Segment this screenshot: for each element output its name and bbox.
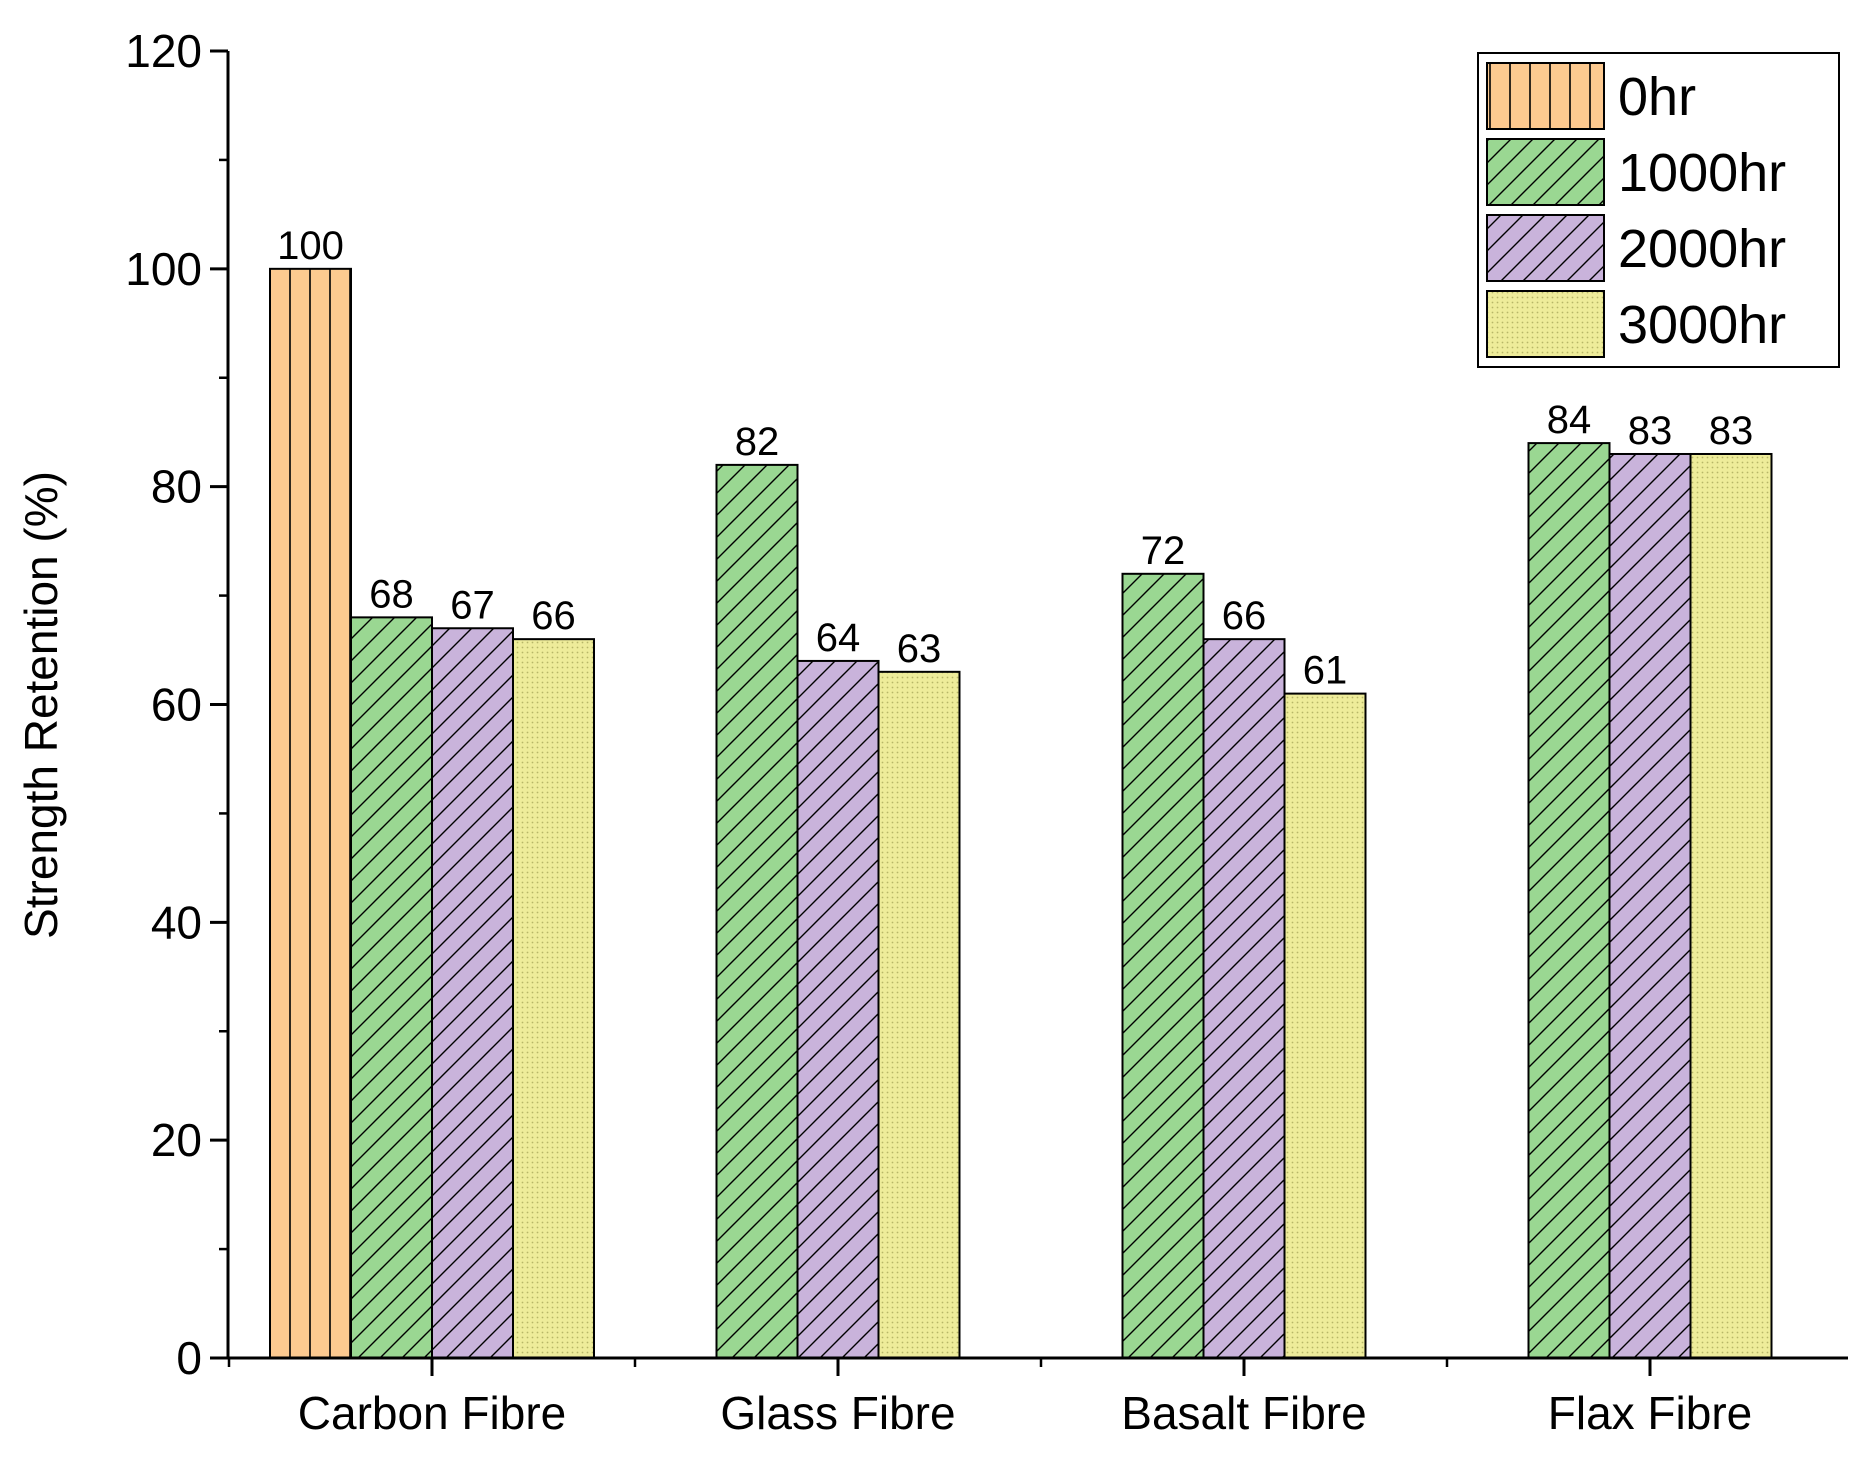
legend-item-0hr: 0hr: [1486, 62, 1696, 130]
bar-carbon-fibre-0hr: [269, 267, 352, 1359]
bar-glass-fibre-1000hr-pattern: [716, 464, 798, 1359]
data-label-basalt-fibre-3000hr: 61: [1303, 649, 1348, 693]
bar-labels-layer: 100 68 67 66 82 64 63 72 66 61 84 83 83: [277, 224, 1753, 693]
data-label-carbon-fibre-1000hr: 68: [369, 572, 414, 616]
bar-basalt-fibre-1000hr-pattern: [1122, 573, 1204, 1358]
legend-swatch-1000hr: [1486, 138, 1605, 206]
y-tick-label-80: 80: [151, 461, 202, 513]
bar-basalt-fibre-1000hr: [1121, 572, 1205, 1359]
bar-carbon-fibre-0hr-pattern: [270, 268, 351, 1358]
bar-flax-fibre-3000hr-pattern: [1690, 453, 1772, 1358]
y-tick-label-20: 20: [151, 1114, 202, 1166]
bar-carbon-fibre-2000hr: [431, 627, 514, 1359]
legend-label-2000hr: 2000hr: [1618, 219, 1786, 279]
data-label-carbon-fibre-3000hr: 66: [531, 594, 576, 638]
y-tick-label-40: 40: [151, 896, 202, 948]
bar-basalt-fibre-3000hr-pattern: [1284, 693, 1366, 1358]
data-label-carbon-fibre-0hr: 100: [277, 224, 344, 268]
bar-carbon-fibre-3000hr-pattern: [513, 639, 594, 1358]
bar-flax-fibre-3000hr: [1689, 452, 1773, 1360]
legend: 0hr 1000hr 2000hr 3000hr: [1477, 52, 1840, 368]
data-label-basalt-fibre-1000hr: 72: [1141, 529, 1186, 573]
data-label-glass-fibre-1000hr: 82: [735, 420, 780, 464]
data-label-flax-fibre-3000hr: 83: [1709, 409, 1754, 453]
legend-item-1000hr: 1000hr: [1486, 138, 1786, 206]
data-label-flax-fibre-1000hr: 84: [1547, 398, 1592, 442]
legend-swatch-2000hr: [1486, 214, 1605, 282]
bar-basalt-fibre-2000hr-pattern: [1203, 639, 1285, 1358]
data-label-basalt-fibre-2000hr: 66: [1222, 594, 1267, 638]
legend-swatch-3000hr: [1486, 290, 1605, 358]
bar-carbon-fibre-1000hr: [350, 616, 433, 1359]
legend-label-0hr: 0hr: [1618, 67, 1696, 127]
data-label-carbon-fibre-2000hr: 67: [450, 583, 495, 627]
bar-glass-fibre-2000hr-pattern: [797, 660, 879, 1358]
bar-carbon-fibre-2000hr-pattern: [432, 628, 513, 1358]
legend-swatch-1000hr-pattern: [1487, 139, 1604, 205]
data-label-glass-fibre-3000hr: 63: [897, 627, 942, 671]
bar-carbon-fibre-1000hr-pattern: [351, 617, 432, 1358]
bar-glass-fibre-1000hr: [715, 463, 799, 1359]
data-label-flax-fibre-2000hr: 83: [1628, 409, 1673, 453]
bar-flax-fibre-2000hr-pattern: [1609, 453, 1691, 1358]
legend-label-1000hr: 1000hr: [1618, 143, 1786, 203]
legend-item-3000hr: 3000hr: [1486, 290, 1786, 358]
legend-swatch-0hr-pattern: [1487, 63, 1604, 129]
x-tick-label-glass-fibre: Glass Fibre: [720, 1387, 955, 1439]
y-tick-label-120: 120: [125, 25, 202, 77]
legend-swatch-2000hr-pattern: [1487, 215, 1604, 281]
bar-glass-fibre-2000hr: [796, 659, 880, 1359]
y-tick-label-100: 100: [125, 243, 202, 295]
bar-basalt-fibre-2000hr: [1202, 638, 1286, 1359]
bars-layer: [269, 267, 1773, 1360]
axes-layer: 0 20 40 60 80 100 120 Carbon Fibre Glass Fibre Ba…: [125, 25, 1848, 1439]
bar-flax-fibre-2000hr: [1608, 452, 1692, 1360]
x-tick-label-basalt-fibre: Basalt Fibre: [1121, 1387, 1366, 1439]
legend-swatch-0hr: [1486, 62, 1605, 130]
bar-flax-fibre-1000hr: [1527, 442, 1611, 1360]
x-tick-label-carbon-fibre: Carbon Fibre: [298, 1387, 566, 1439]
bar-basalt-fibre-3000hr: [1283, 692, 1367, 1359]
bar-glass-fibre-3000hr: [877, 670, 961, 1359]
legend-item-2000hr: 2000hr: [1486, 214, 1786, 282]
legend-swatch-3000hr-pattern: [1487, 291, 1604, 357]
data-label-glass-fibre-2000hr: 64: [816, 616, 861, 660]
y-tick-label-0: 0: [176, 1332, 202, 1384]
bar-carbon-fibre-3000hr: [512, 638, 595, 1359]
legend-label-3000hr: 3000hr: [1618, 295, 1786, 355]
bar-glass-fibre-3000hr-pattern: [878, 671, 960, 1358]
bar-flax-fibre-1000hr-pattern: [1528, 443, 1610, 1359]
y-tick-label-60: 60: [151, 679, 202, 731]
x-tick-label-flax-fibre: Flax Fibre: [1548, 1387, 1752, 1439]
y-axis-title: Strength Retention (%): [15, 471, 67, 939]
